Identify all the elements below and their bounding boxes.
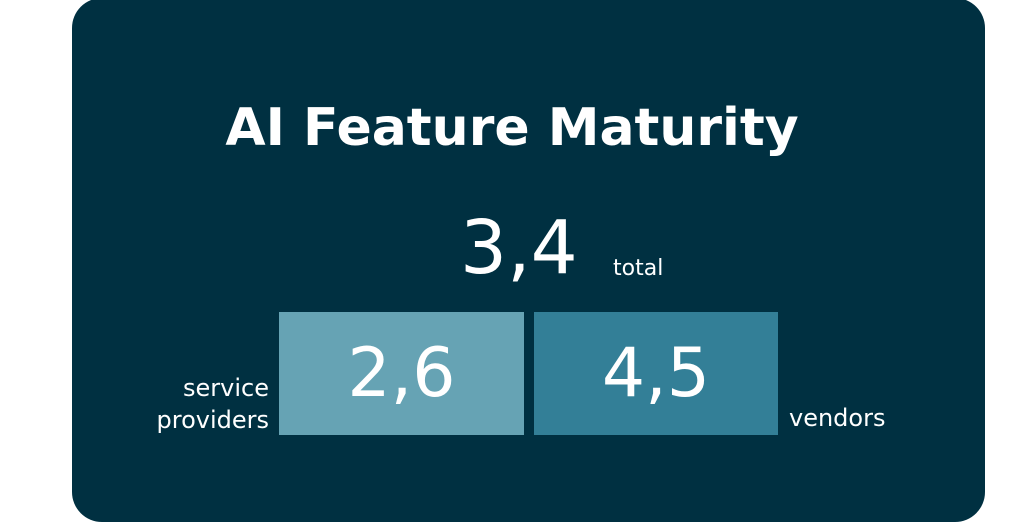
card-title: AI Feature Maturity [225, 98, 799, 158]
service-providers-box: 2,6 [279, 312, 524, 435]
service-providers-label-line2: providers [156, 406, 270, 434]
service-providers-label: service providers [157, 372, 270, 436]
vendors-label: vendors [789, 404, 886, 432]
total-label: total [613, 256, 664, 281]
kpi-card [72, 0, 985, 522]
service-providers-label-line1: service [183, 374, 269, 402]
vendors-value: 4,5 [601, 334, 711, 413]
total-value: 3,4 [460, 205, 578, 291]
vendors-box: 4,5 [534, 312, 778, 435]
service-providers-value: 2,6 [347, 334, 456, 413]
